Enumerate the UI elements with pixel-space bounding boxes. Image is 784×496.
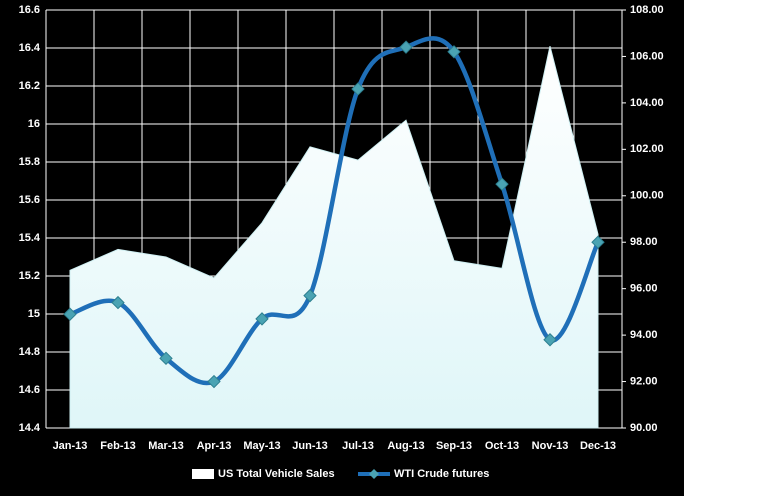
x-tick-label: Mar-13 bbox=[148, 440, 183, 452]
y-tick-label: 14.8 bbox=[19, 346, 40, 358]
x-tick-label: Jun-13 bbox=[292, 440, 327, 452]
y2-tick-label: 90.00 bbox=[630, 422, 658, 434]
y-tick-label: 16 bbox=[28, 118, 40, 130]
legend-marker bbox=[369, 469, 379, 479]
legend-label: US Total Vehicle Sales bbox=[218, 468, 335, 480]
marker bbox=[399, 40, 413, 54]
x-tick-label: Oct-13 bbox=[485, 440, 519, 452]
line bbox=[69, 36, 601, 386]
x-tick-label: Jan-13 bbox=[53, 440, 88, 452]
x-tick-label: Feb-13 bbox=[100, 440, 135, 452]
y-tick-label: 15.2 bbox=[19, 270, 40, 282]
y-tick-label: 14.4 bbox=[19, 422, 41, 434]
y2-tick-label: 108.00 bbox=[630, 4, 664, 16]
x-tick-label: Jul-13 bbox=[342, 440, 374, 452]
marker bbox=[495, 177, 509, 191]
y-tick-label: 15 bbox=[28, 308, 40, 320]
y-tick-label: 14.6 bbox=[19, 384, 40, 396]
legend-swatch bbox=[192, 469, 214, 479]
y2-tick-label: 94.00 bbox=[630, 329, 658, 341]
y-tick-label: 15.8 bbox=[19, 156, 40, 168]
y-tick-label: 15.4 bbox=[19, 232, 41, 244]
marker bbox=[591, 235, 605, 249]
y-tick-label: 15.6 bbox=[19, 194, 40, 206]
y-tick-label: 16.4 bbox=[19, 42, 41, 54]
x-tick-label: Dec-13 bbox=[580, 440, 616, 452]
y2-tick-label: 106.00 bbox=[630, 50, 664, 62]
x-tick-label: May-13 bbox=[243, 440, 280, 452]
y2-tick-label: 104.00 bbox=[630, 97, 664, 109]
marker bbox=[447, 45, 461, 59]
y2-tick-label: 102.00 bbox=[630, 143, 664, 155]
marker bbox=[63, 307, 77, 321]
area bbox=[69, 45, 599, 429]
y2-tick-label: 98.00 bbox=[630, 236, 658, 248]
y2-tick-label: 92.00 bbox=[630, 375, 658, 387]
y2-tick-label: 100.00 bbox=[630, 190, 664, 202]
marker bbox=[351, 82, 365, 96]
x-tick-label: Sep-13 bbox=[436, 440, 472, 452]
y2-tick-label: 96.00 bbox=[630, 283, 658, 295]
x-tick-label: Nov-13 bbox=[532, 440, 569, 452]
marker bbox=[303, 288, 317, 303]
x-tick-label: Aug-13 bbox=[387, 440, 424, 452]
marker bbox=[543, 333, 557, 347]
y-tick-label: 16.6 bbox=[19, 4, 40, 16]
y-tick-label: 16.2 bbox=[19, 80, 40, 92]
x-tick-label: Apr-13 bbox=[197, 440, 232, 452]
marker bbox=[207, 374, 221, 389]
legend-label: WTI Crude futures bbox=[394, 468, 489, 480]
marker bbox=[159, 351, 173, 366]
marker bbox=[111, 295, 125, 310]
marker bbox=[255, 312, 269, 326]
